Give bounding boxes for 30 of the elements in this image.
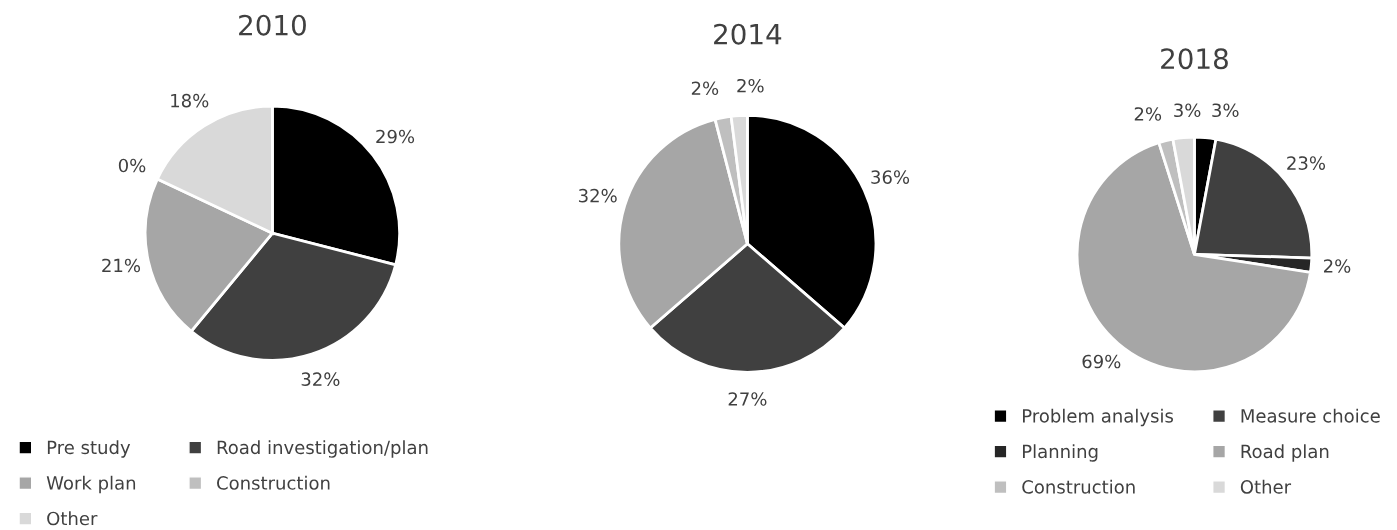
- text: 0%: [118, 158, 146, 173]
- chart-title: 2010: [239, 14, 306, 36]
- data-label: 29%: [376, 129, 415, 144]
- legend-label: Measure choice: [1241, 408, 1380, 423]
- legend-label: Planning: [1023, 444, 1098, 462]
- data-label: 36%: [871, 170, 910, 184]
- data-label: 2%: [1323, 259, 1351, 273]
- data-label: 2%: [1134, 107, 1162, 121]
- chart-title: 2018: [1161, 48, 1228, 70]
- data-label: 2%: [737, 78, 764, 93]
- legend-label: Other: [47, 511, 98, 526]
- chart-title: 2014: [714, 23, 782, 45]
- data-label: 21%: [102, 258, 141, 273]
- data-label: 2%: [691, 81, 719, 96]
- data-label: 69%: [1082, 354, 1121, 369]
- legend-label: Work plan: [46, 475, 136, 494]
- data-label: 3%: [1174, 103, 1201, 118]
- legend-label: Pre study: [47, 440, 131, 458]
- data-label: 32%: [301, 372, 340, 387]
- data-label: 18%: [171, 93, 209, 108]
- legend-label: Construction: [1022, 479, 1135, 494]
- data-label: 27%: [728, 392, 767, 406]
- data-label: 32%: [578, 188, 617, 203]
- data-label: 3%: [1212, 103, 1239, 118]
- data-label: 23%: [1287, 156, 1326, 170]
- legend-label: Road plan: [1241, 444, 1329, 462]
- legend-label: Construction: [217, 475, 330, 490]
- legend-label: Problem analysis: [1023, 408, 1174, 427]
- legend-label: Other: [1240, 479, 1292, 494]
- legend-label: Road investigation/plan: [217, 440, 428, 458]
